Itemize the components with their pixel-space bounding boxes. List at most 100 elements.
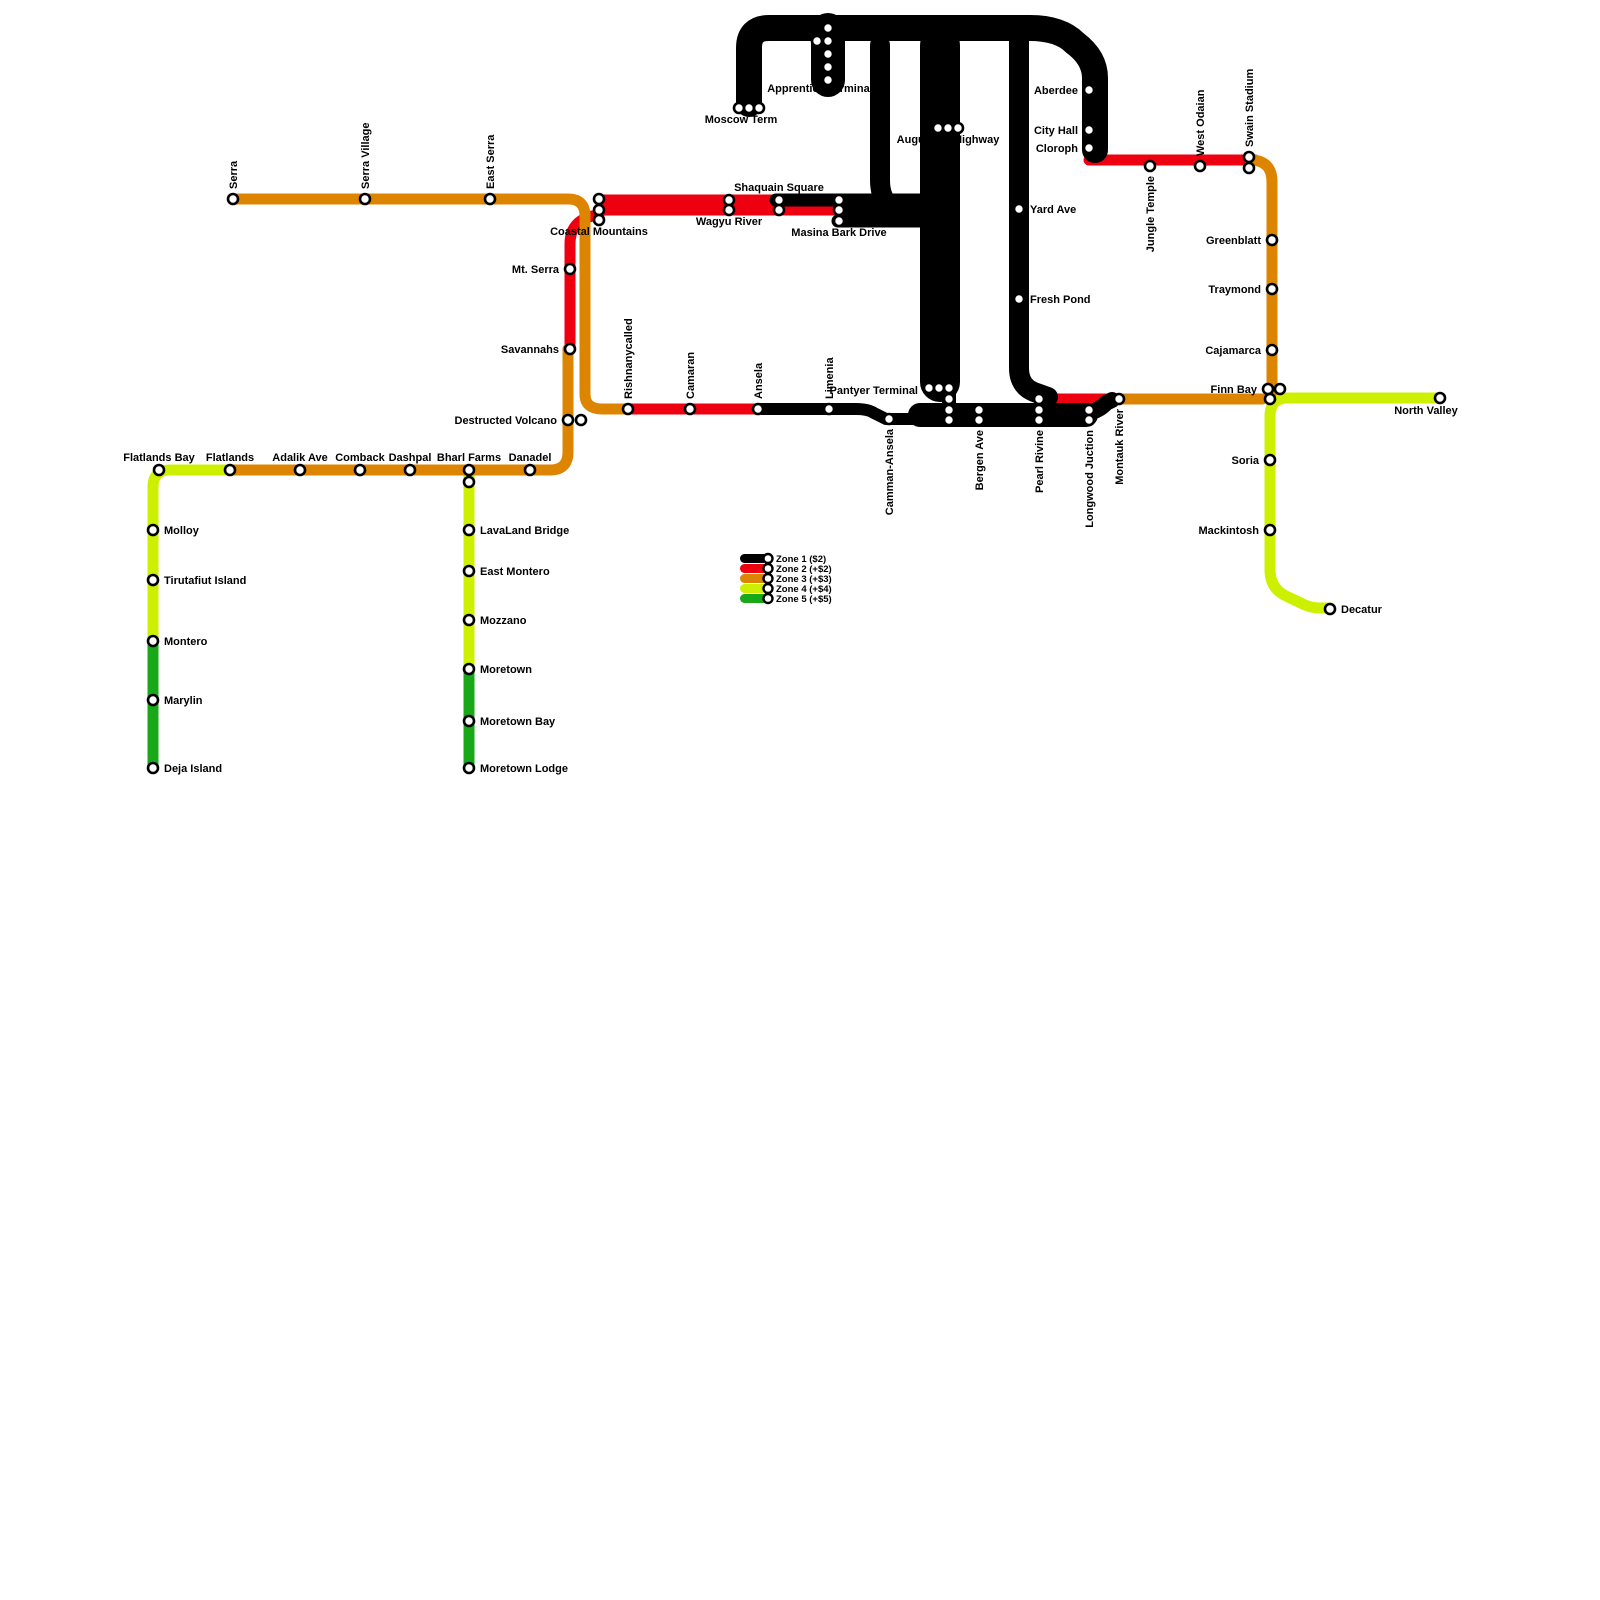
legend-swatch-zone5: [740, 594, 768, 603]
station-dot-soria: [1263, 453, 1277, 467]
station-label-yard-ave: Yard Ave: [1030, 204, 1076, 216]
station-dot-east-montero: [462, 564, 476, 578]
legend-dot-zone5: [762, 592, 774, 605]
station-label-montauk-river: Montauk River: [1114, 408, 1126, 485]
station-label-swain-stadium: Swain Stadium: [1244, 69, 1256, 147]
station-dot-moscow-term: [732, 101, 746, 115]
legend-swatch-zone4: [740, 584, 768, 593]
station-dot-destructed-volcano: [561, 413, 575, 427]
station-dot-pantyer-terminal: [942, 413, 956, 427]
station-label-soria: Soria: [1231, 455, 1259, 467]
station-dot-moscow-term: [752, 101, 766, 115]
legend-swatch-zone3: [740, 574, 768, 583]
station-dot-augustino-highway: [941, 121, 955, 135]
station-dot-pantyer-terminal: [932, 381, 946, 395]
station-label-moscow-term: Moscow Term: [705, 114, 778, 126]
station-dot-masina-bark-drive: [832, 193, 846, 207]
station-dot-marylin: [146, 693, 160, 707]
station-label-shaquain-square: Shaquain Square: [734, 182, 824, 194]
station-dot-mozzano: [462, 613, 476, 627]
legend-label-zone2: Zone 2 (+$2): [776, 564, 832, 575]
station-dot-ansela: [751, 402, 765, 416]
station-label-adalik-ave: Adalik Ave: [272, 452, 327, 464]
station-label-camaran: Camaran: [685, 352, 697, 399]
station-dot-apprentice-terminal: [810, 34, 824, 48]
station-dot-fresh-pond: [1012, 292, 1026, 306]
station-dot-apprentice-terminal: [821, 47, 835, 61]
station-label-rishnanycalled: Rishnanycalled: [623, 318, 635, 399]
station-label-bergen-ave: Bergen Ave: [974, 430, 986, 490]
line-serra-orange: [227, 193, 633, 415]
station-dot-east-serra: [483, 192, 497, 206]
station-label-moretown-lodge: Moretown Lodge: [480, 763, 568, 775]
station-label-east-montero: East Montero: [480, 566, 550, 578]
station-label-mozzano: Mozzano: [480, 615, 527, 627]
station-dot-greenblatt: [1265, 233, 1279, 247]
station-dot-rishnanycalled: [621, 402, 635, 416]
line-swain-finnbay-orange: [1244, 154, 1278, 398]
station-dot-cajamarca: [1265, 343, 1279, 357]
line-flatlands-bay-branch: [147, 464, 236, 647]
station-label-deja-island: Deja Island: [164, 763, 222, 775]
station-label-ansela: Ansela: [753, 362, 765, 399]
station-dot-pantyer-terminal: [942, 392, 956, 406]
station-label-danadel: Danadel: [509, 452, 552, 464]
station-dot-flatlands-bay: [152, 463, 166, 477]
station-dot-montauk-river: [1112, 392, 1126, 406]
legend-label-zone1: Zone 1 ($2): [776, 554, 826, 565]
station-label-marylin: Marylin: [164, 695, 203, 707]
station-label-pantyer-terminal: Pantyer Terminal: [830, 385, 918, 397]
station-dot-bergen-ave: [972, 403, 986, 417]
station-dot-wagyu-river: [722, 203, 736, 217]
station-dot-augustino-highway: [931, 121, 945, 135]
station-dot-moretown-bay: [462, 714, 476, 728]
station-dot-molloy: [146, 523, 160, 537]
station-dot-pearl-rivine: [1032, 392, 1046, 406]
station-dot-finn-bay: [1263, 392, 1277, 406]
station-dot-bergen-ave: [972, 413, 986, 427]
station-label-mt-serra: Mt. Serra: [512, 264, 560, 276]
line-layer: [147, 13, 1446, 774]
station-label-coastal-mountains: Coastal Mountains: [550, 226, 648, 238]
line-left-trunk-branch: [870, 35, 935, 222]
station-dot-shaquain-square: [772, 203, 786, 217]
station-label-wagyu-river: Wagyu River: [696, 216, 763, 228]
line-ansela-pantyer-black: [752, 403, 931, 425]
station-dot-flatlands: [223, 463, 237, 477]
station-label-pearl-rivine: Pearl Rivine: [1034, 430, 1046, 493]
station-label-finn-bay: Finn Bay: [1211, 384, 1258, 396]
station-label-city-hall: City Hall: [1034, 125, 1078, 137]
station-dot-pantyer-terminal: [942, 381, 956, 395]
station-label-limenia: Limenia: [824, 357, 836, 399]
station-label-east-serra: East Serra: [485, 134, 497, 189]
station-label-dashpal: Dashpal: [389, 452, 432, 464]
station-dot-pearl-rivine: [1032, 403, 1046, 417]
line-serra-red-vertical: [564, 209, 605, 355]
station-dot-moretown-lodge: [462, 761, 476, 775]
station-dot-swain-stadium: [1242, 150, 1256, 164]
station-dot-coastal-mountains: [592, 213, 606, 227]
station-dot-aberdee: [1082, 83, 1096, 97]
legend-label-zone4: Zone 4 (+$4): [776, 584, 832, 595]
station-label-bharl-farms: Bharl Farms: [437, 452, 501, 464]
station-dot-longwood-juction: [1082, 403, 1096, 417]
station-dot-pantyer-terminal: [922, 381, 936, 395]
station-dot-jungle-temple: [1143, 159, 1157, 173]
station-dot-mt-serra: [563, 262, 577, 276]
line-top-band-black: [736, 15, 1108, 163]
station-dot-traymond: [1265, 282, 1279, 296]
legend-label-zone5: Zone 5 (+$5): [776, 594, 832, 605]
station-label-destructed-volcano: Destructed Volcano: [455, 415, 558, 427]
station-dot-montero: [146, 634, 160, 648]
station-label-comback: Comback: [335, 452, 385, 464]
line-yard-ave-line: [1009, 30, 1058, 407]
legend-dot-zone4: [762, 582, 774, 595]
station-label-montero: Montero: [164, 636, 208, 648]
station-dot-apprentice-terminal: [821, 73, 835, 87]
station-label-mackintosh: Mackintosh: [1198, 525, 1259, 537]
legend-row-zone-3-3: Zone 3 (+$3): [740, 572, 832, 585]
station-label-cloroph: Cloroph: [1036, 143, 1078, 155]
station-dot-decatur: [1323, 602, 1337, 616]
station-label-decatur: Decatur: [1341, 604, 1383, 616]
